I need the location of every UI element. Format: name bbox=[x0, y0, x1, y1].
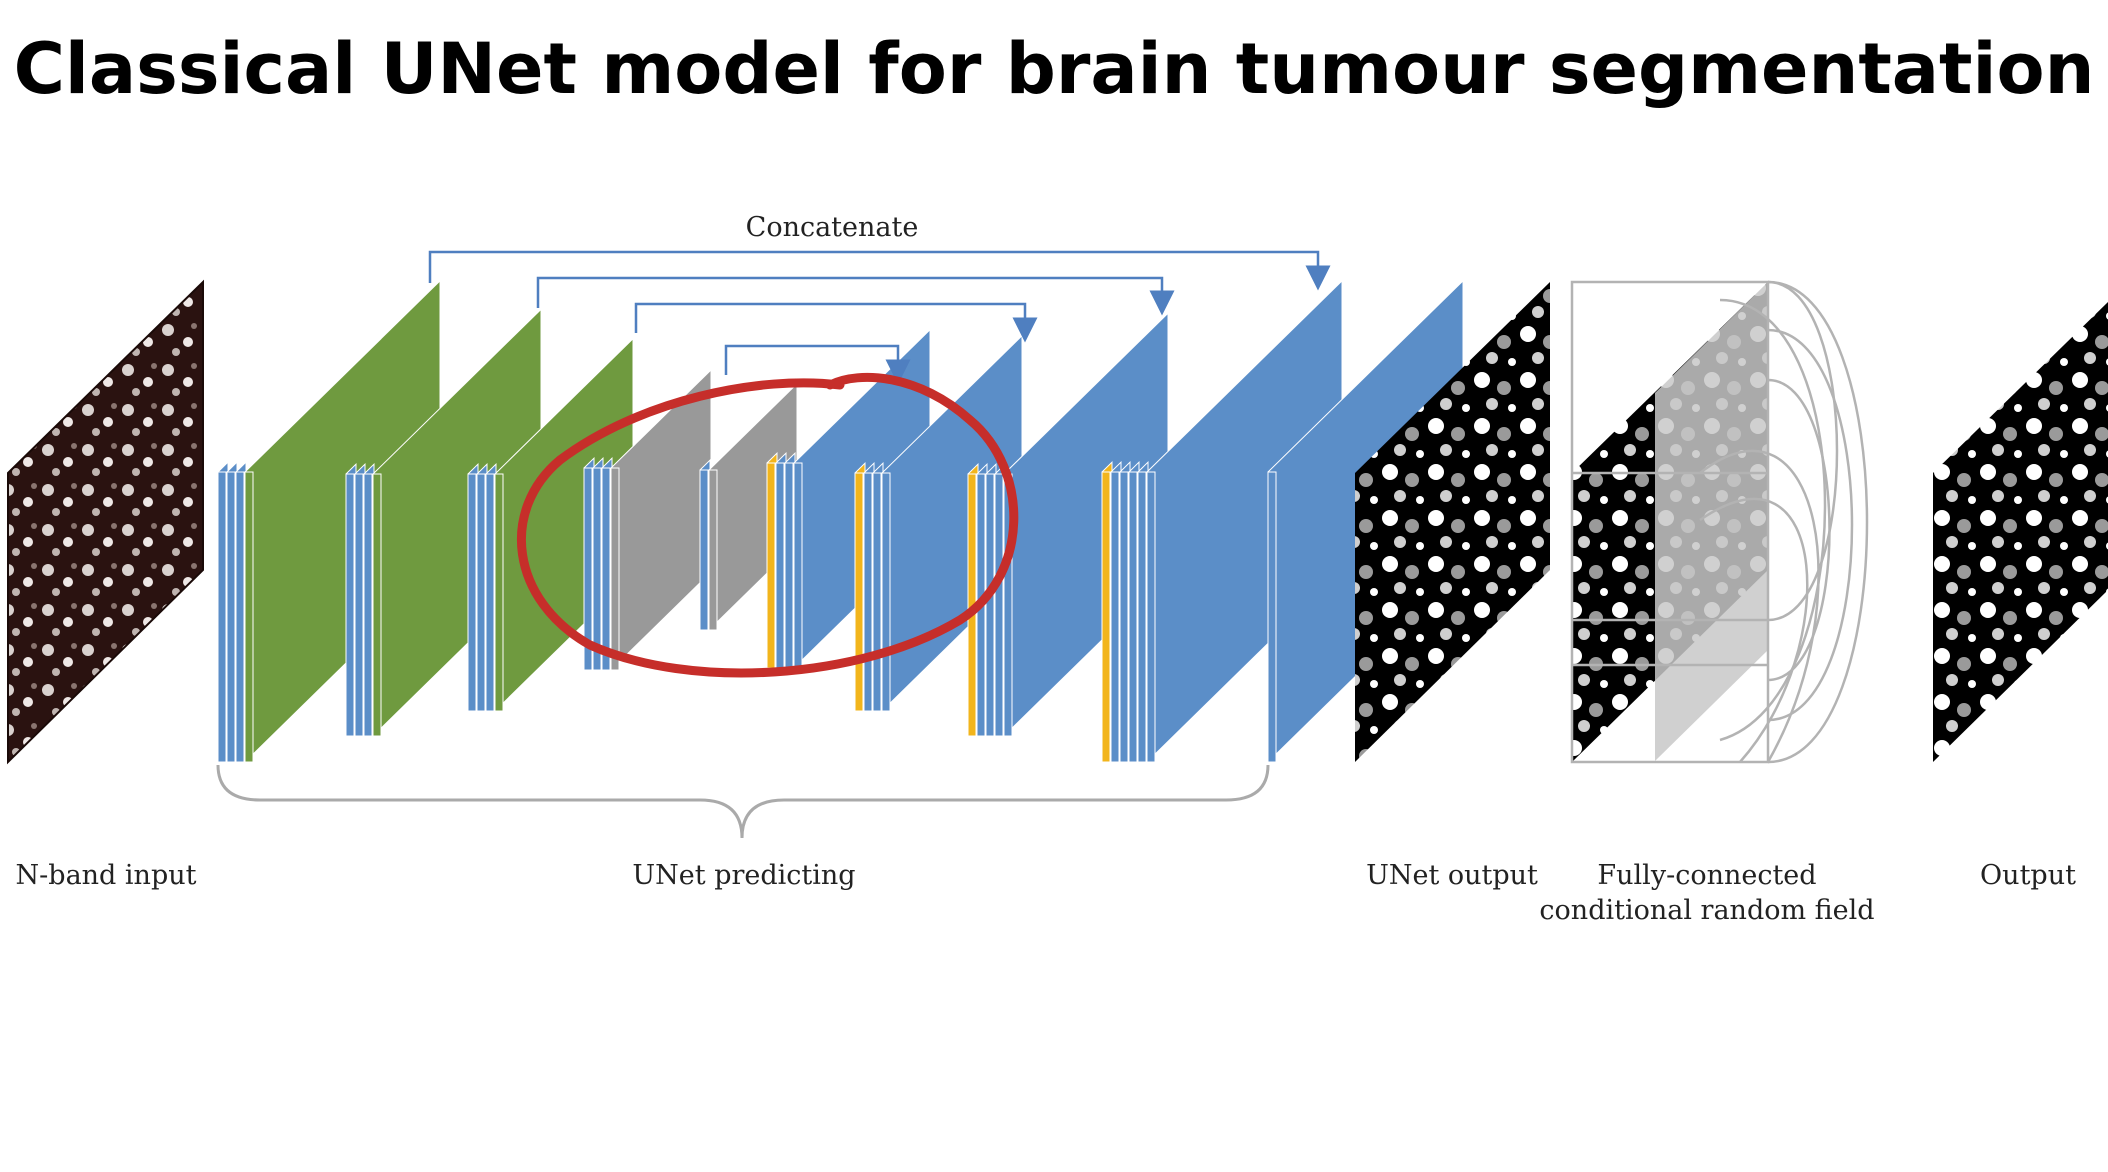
feature-map-edge-37 bbox=[1146, 471, 1156, 763]
feature-map-edge-30 bbox=[994, 473, 1004, 737]
page-title: Classical UNet model for brain tumour se… bbox=[13, 28, 2095, 110]
feature-map-edge-29 bbox=[985, 473, 995, 737]
feature-map-edge-36 bbox=[1137, 471, 1147, 763]
unet-output-image bbox=[1355, 282, 1550, 762]
feature-map-edge-24 bbox=[863, 472, 873, 712]
skip-connection-2 bbox=[536, 276, 1175, 316]
feature-map-edge-8 bbox=[372, 473, 382, 737]
feature-map-edge-35 bbox=[1128, 471, 1138, 763]
feature-map-edge-23 bbox=[854, 472, 864, 712]
crf-label-line1: Fully-connected bbox=[1597, 860, 1816, 891]
input-label: N-band input bbox=[16, 860, 197, 891]
feature-map-edge-26 bbox=[881, 472, 891, 712]
feature-map-edge-1 bbox=[217, 471, 227, 763]
feature-map-edge-22 bbox=[793, 462, 803, 669]
feature-map-edge-25 bbox=[872, 472, 882, 712]
feature-map-edge-12 bbox=[494, 473, 504, 712]
skip-connection-3 bbox=[634, 302, 1038, 343]
feature-map-edge-32 bbox=[1101, 471, 1111, 763]
concatenate-label: Concatenate bbox=[746, 212, 919, 243]
feature-map-edge-19 bbox=[766, 462, 776, 669]
skip-connection-4 bbox=[724, 344, 911, 385]
feature-map-edge-3 bbox=[235, 471, 245, 763]
feature-map-edge-13 bbox=[583, 467, 593, 671]
feature-map-edge-34 bbox=[1119, 471, 1129, 763]
feature-map-edge-38 bbox=[1267, 471, 1277, 763]
red-annotation-circle bbox=[516, 372, 1019, 678]
feature-map-edge-15 bbox=[601, 467, 611, 671]
feature-map-edge-9 bbox=[467, 473, 477, 712]
crf-label-line2: conditional random field bbox=[1539, 895, 1874, 926]
unet-brace bbox=[216, 764, 1270, 839]
unet-label: UNet predicting bbox=[632, 860, 855, 891]
output-label: Output bbox=[1980, 860, 2076, 891]
unet-layers bbox=[217, 279, 1464, 764]
feature-map-edge-2 bbox=[226, 471, 236, 763]
final-output-image bbox=[1933, 302, 2108, 762]
feature-map-edge-20 bbox=[775, 462, 785, 669]
unet-output-label: UNet output bbox=[1366, 860, 1538, 891]
feature-map-edge-21 bbox=[784, 462, 794, 669]
input-image bbox=[7, 279, 204, 765]
feature-map-edge-4 bbox=[244, 471, 254, 763]
feature-map-edge-6 bbox=[354, 473, 364, 737]
feature-map-edge-14 bbox=[592, 467, 602, 671]
feature-map-edge-16 bbox=[610, 467, 620, 671]
feature-map-edge-11 bbox=[485, 473, 495, 712]
feature-map-edge-17 bbox=[699, 469, 709, 631]
feature-map-edge-5 bbox=[345, 473, 355, 737]
feature-map-edge-10 bbox=[476, 473, 486, 712]
feature-map-edge-7 bbox=[363, 473, 373, 737]
concatenate-arrows bbox=[428, 250, 1331, 385]
crf-image bbox=[1570, 280, 1869, 764]
feature-map-edge-33 bbox=[1110, 471, 1120, 763]
skip-connection-1 bbox=[428, 250, 1331, 291]
feature-map-edge-18 bbox=[708, 469, 718, 631]
